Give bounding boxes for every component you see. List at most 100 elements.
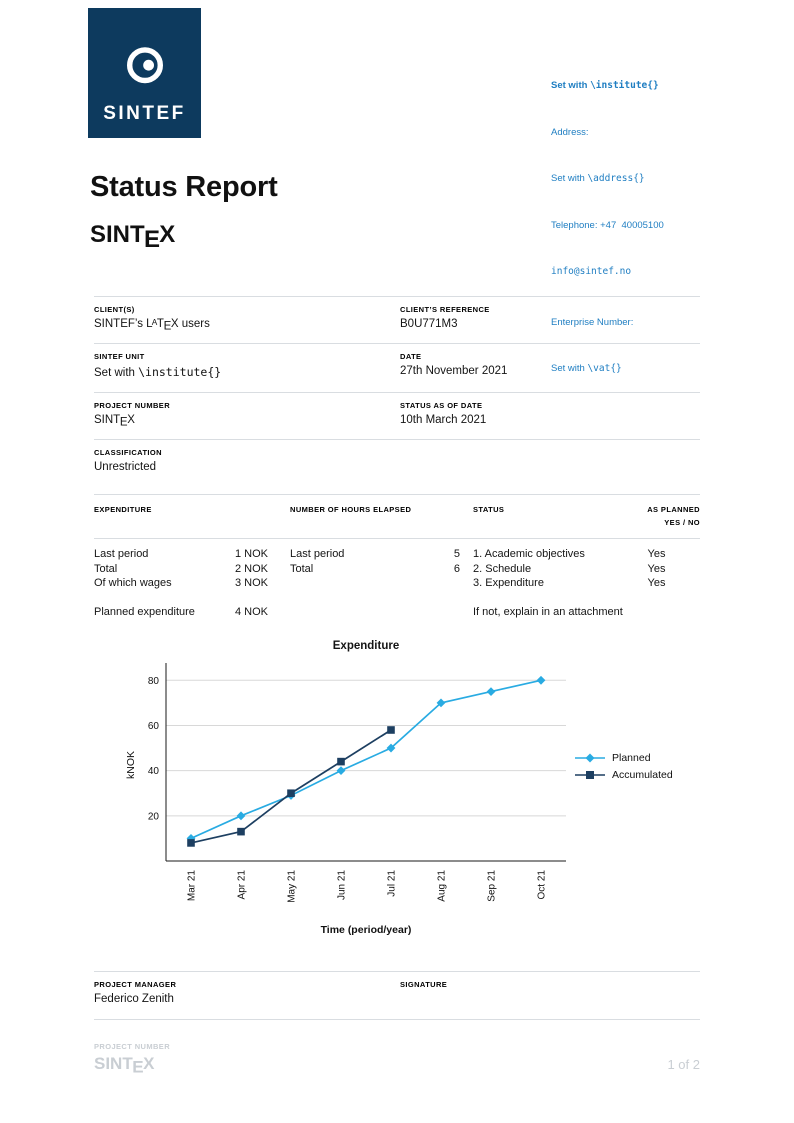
client-text: users [178,318,210,330]
page-footer: PROJECT NUMBER SINTEX 1 of 2 [94,1042,700,1077]
as-planned-value: Yes [647,548,666,560]
contact-info: Set with \institute{} Address: Set with … [551,47,761,408]
manager-row: PROJECT MANAGER Federico Zenith SIGNATUR… [94,971,700,1020]
expenditure-value: 2 NOK [234,562,268,575]
status-item: 2. Schedule [473,562,532,575]
contact-address-pre: Set with [551,173,588,184]
field-date: DATE 27th November 2021 [400,352,700,379]
contact-institute-code: \institute{} [590,80,659,91]
contact-vat-code: \vat{} [587,363,622,374]
svg-text:Jul 21: Jul 21 [387,870,398,897]
field-sintef-unit: SINTEF UNIT Set with \institute{} [94,352,400,379]
planned-expenditure-row: Planned expenditure 4 NOK [94,605,268,620]
unit-code: \institute{} [138,365,222,379]
work-status-table: EXPENDITURE NUMBER OF HOURS ELAPSED STAT… [94,494,700,619]
hours-label: Last period [290,548,345,560]
field-label-clients: CLIENT(S) [94,305,135,314]
svg-text:May 21: May 21 [287,870,298,903]
field-project-manager: PROJECT MANAGER Federico Zenith [94,980,400,1005]
info-row-unit: SINTEF UNIT Set with \institute{} DATE 2… [94,343,700,392]
status-item: 1. Academic objectives [473,548,585,560]
expenditure-row: Of which wages 3 NOK [94,576,268,591]
page-number: 1 of 2 [667,1057,700,1072]
field-value-status-date: 10th March 2021 [400,414,487,426]
chart-legend: Planned Accumulated [575,752,673,781]
svg-text:20: 20 [148,811,160,822]
footer-project-block: PROJECT NUMBER SINTEX [94,1042,171,1077]
as-planned-column: Yes Yes Yes [625,547,700,619]
svg-text:Jun 21: Jun 21 [337,870,348,900]
client-text: SINTEF’s L [94,318,153,330]
contact-address-line: Set with \address{} [551,171,761,187]
field-value-project-number: SINTEX [94,414,400,428]
svg-text:Oct 21: Oct 21 [537,870,548,900]
hours-value: 6 [453,562,460,575]
legend-item-planned: Planned [575,752,673,764]
field-label-status-date: STATUS AS OF DATE [400,401,483,410]
wordmark-letter: X [127,414,135,426]
sintef-logo-mark-icon [126,47,163,84]
wordmark-letter: X [143,1054,155,1073]
footer-project-label: PROJECT NUMBER [94,1042,171,1051]
field-status-date: STATUS AS OF DATE 10th March 2021 [400,401,700,426]
sintef-logo-text: SINTEF [103,103,186,124]
field-label-project-number: PROJECT NUMBER [94,401,171,410]
field-label-client-reference: CLIENT’S REFERENCE [400,305,490,314]
as-planned-line1: AS PLANNED [647,505,700,514]
wordmark-letter: E [132,1057,144,1077]
svg-text:Apr 21: Apr 21 [237,870,248,900]
planned-marker-icon [575,753,605,763]
field-label-classification: CLASSIFICATION [94,448,162,457]
contact-address-code: \address{} [587,173,645,184]
footer-wordmark: SINTEX [94,1054,170,1077]
client-text: T [156,318,164,330]
info-table: CLIENT(S) SINTEF’s LATEX users CLIENT’S … [94,296,700,486]
expenditure-label: Total [94,562,118,575]
wordmark-letter: SINT [90,221,145,248]
expenditure-row: Total 2 NOK [94,562,268,577]
field-value-sintef-unit: Set with \institute{} [94,365,400,379]
as-planned-value: Yes [647,562,666,575]
hours-label: Total [290,562,314,575]
hours-row: Total 6 [290,562,460,577]
client-text: X [170,318,179,330]
expenditure-label: Of which wages [94,577,172,589]
client-text: E [163,320,172,333]
svg-text:60: 60 [148,721,160,732]
field-value-clients: SINTEF’s LATEX users [94,317,400,333]
legend-item-accumulated: Accumulated [575,769,673,781]
contact-enterprise-label: Enterprise Number: [551,316,634,328]
expenditure-row: Last period 1 NOK [94,547,268,562]
svg-text:80: 80 [148,676,160,687]
sintef-logo: SINTEF [88,8,201,138]
svg-text:Time (period/year): Time (period/year) [321,924,412,936]
wordmark-letter: X [159,221,176,248]
wordmark-letter: SINT [94,1054,133,1073]
field-value-client-reference: B0U771M3 [400,318,458,330]
wordmark-letter: E [143,226,160,254]
expenditure-label: Last period [94,548,149,560]
client-text: A [151,317,158,327]
col-header-hours: NUMBER OF HOURS ELAPSED [290,505,412,514]
field-signature: SIGNATURE [400,980,700,1005]
field-label-project-manager: PROJECT MANAGER [94,980,177,989]
info-row-client: CLIENT(S) SINTEF’s LATEX users CLIENT’S … [94,296,700,343]
expenditure-label: Planned expenditure [94,605,195,618]
expenditure-value: 1 NOK [234,548,268,560]
page-title: Status Report [90,171,278,203]
legend-label-planned: Planned [612,752,651,764]
contact-address-label: Address: [551,126,589,138]
field-value-classification: Unrestricted [94,461,156,473]
contact-telephone: Telephone: +47 40005100 [551,219,664,231]
svg-text:Aug 21: Aug 21 [437,870,448,902]
accumulated-marker-icon [575,771,605,779]
project-manager-name: Federico Zenith [94,993,174,1005]
field-value-date: 27th November 2021 [400,365,508,377]
col-header-status: STATUS [473,505,505,514]
expenditure-value: 3 NOK [234,577,268,589]
svg-text:Sep 21: Sep 21 [487,870,498,902]
contact-vat-line: Set with \vat{} [551,361,761,377]
as-planned-line2: YES / NO [664,518,700,527]
expenditure-chart: 20 40 60 80 Mar 21 Apr 21 May 21 Jun 21 Jul 21 Au… [125,663,566,936]
